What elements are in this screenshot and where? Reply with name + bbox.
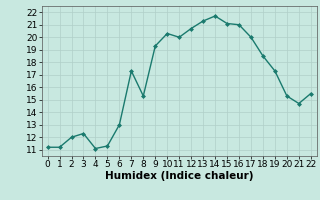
X-axis label: Humidex (Indice chaleur): Humidex (Indice chaleur) [105, 171, 253, 181]
